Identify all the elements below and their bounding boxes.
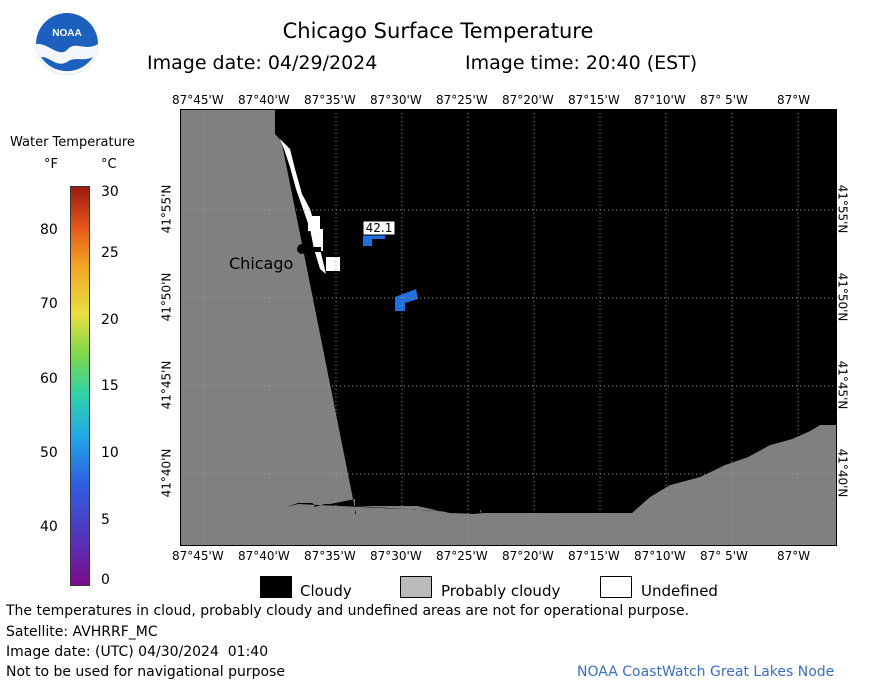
map-title: Chicago Surface Temperature [282, 19, 594, 43]
lon-label-top-8: 87°10'W [634, 93, 686, 107]
lon-label-bottom-3: 87°35'W [304, 549, 356, 563]
c-tick-10: 10 [101, 445, 119, 461]
legend-label-undefined: Undefined [641, 582, 718, 600]
footer-nav-warning: Not to be used for navigational purpose [6, 664, 285, 680]
water-pixels-1 [363, 234, 385, 246]
c-tick-15: 15 [101, 378, 119, 394]
temp-label-box [362, 220, 396, 236]
lon-label-top-9: 87° 5'W [700, 93, 748, 107]
lon-label-top-7: 87°15'W [568, 93, 620, 107]
lon-label-bottom-4: 87°30'W [370, 549, 422, 563]
lon-label-bottom-1: 87°45'W [172, 549, 224, 563]
unit-fahrenheit: °F [44, 157, 58, 172]
lat-label-right-1: 41°55'N [835, 184, 850, 234]
lat-label-left-3: 41°45'N [159, 360, 174, 410]
lon-label-bottom-5: 87°25'W [436, 549, 488, 563]
c-tick-20: 20 [101, 312, 119, 328]
f-tick-50: 50 [40, 445, 58, 461]
map-frame [180, 109, 837, 546]
colorbar-title: Water Temperature [10, 135, 135, 150]
c-tick-5: 5 [101, 512, 110, 528]
lat-label-left-1: 41°55'N [159, 184, 174, 234]
lon-label-top-4: 87°30'W [370, 93, 422, 107]
f-tick-80: 80 [40, 222, 58, 238]
temperature-colorbar [70, 186, 90, 586]
lon-label-bottom-8: 87°10'W [634, 549, 686, 563]
noaa-logo: NOAA [35, 12, 99, 76]
temp-reading: 42.1 [366, 221, 393, 235]
undefined-patch-3 [326, 257, 340, 271]
c-tick-25: 25 [101, 245, 119, 261]
lon-label-top-5: 87°25'W [436, 93, 488, 107]
image-date: Image date: 04/29/2024 [147, 52, 378, 74]
lat-label-left-2: 41°50'N [159, 272, 174, 322]
graticule [180, 109, 837, 546]
f-tick-60: 60 [40, 371, 58, 387]
lat-label-right-3: 41°45'N [835, 360, 850, 410]
undefined-coast [280, 139, 326, 274]
image-time: Image time: 20:40 (EST) [465, 52, 698, 74]
footer-utc-date: Image date: (UTC) 04/30/2024 01:40 [6, 644, 269, 660]
water-pixels-2 [395, 289, 418, 311]
f-tick-70: 70 [40, 296, 58, 312]
lat-label-right-2: 41°50'N [835, 272, 850, 322]
f-tick-40: 40 [40, 519, 58, 535]
c-tick-30: 30 [101, 184, 119, 200]
legend-label-cloudy: Cloudy [300, 582, 352, 600]
lon-label-bottom-2: 87°40'W [238, 549, 290, 563]
undefined-patch-2 [315, 229, 323, 251]
c-tick-0: 0 [101, 572, 110, 588]
footer-satellite: Satellite: AVHRRF_MC [6, 624, 158, 640]
undefined-patch-1 [308, 216, 320, 231]
temperature-map: 42.1 Chicago [180, 109, 837, 546]
lon-label-bottom-6: 87°20'W [502, 549, 554, 563]
lon-label-top-1: 87°45'W [172, 93, 224, 107]
footer-credit: NOAA CoastWatch Great Lakes Node [577, 664, 835, 680]
lat-label-left-4: 41°40'N [159, 448, 174, 498]
legend-swatch-probably-cloudy [400, 576, 432, 598]
lon-label-top-6: 87°20'W [502, 93, 554, 107]
legend-swatch-undefined [600, 576, 632, 598]
lon-label-top-2: 87°40'W [238, 93, 290, 107]
city-label: Chicago [229, 254, 293, 273]
unit-celsius: °C [101, 157, 117, 172]
lon-label-top-3: 87°35'W [304, 93, 356, 107]
logo-text: NOAA [52, 28, 81, 39]
lon-label-bottom-9: 87° 5'W [700, 549, 748, 563]
legend-swatch-cloudy [260, 576, 292, 598]
lon-label-top-10: 87°W [777, 93, 811, 107]
footer-note: The temperatures in cloud, probably clou… [6, 603, 690, 619]
chicago-pier [304, 247, 321, 252]
lon-label-bottom-7: 87°15'W [568, 549, 620, 563]
lat-label-right-4: 41°40'N [835, 448, 850, 498]
lon-label-bottom-10: 87°W [777, 549, 811, 563]
legend-label-probably-cloudy: Probably cloudy [441, 582, 561, 600]
